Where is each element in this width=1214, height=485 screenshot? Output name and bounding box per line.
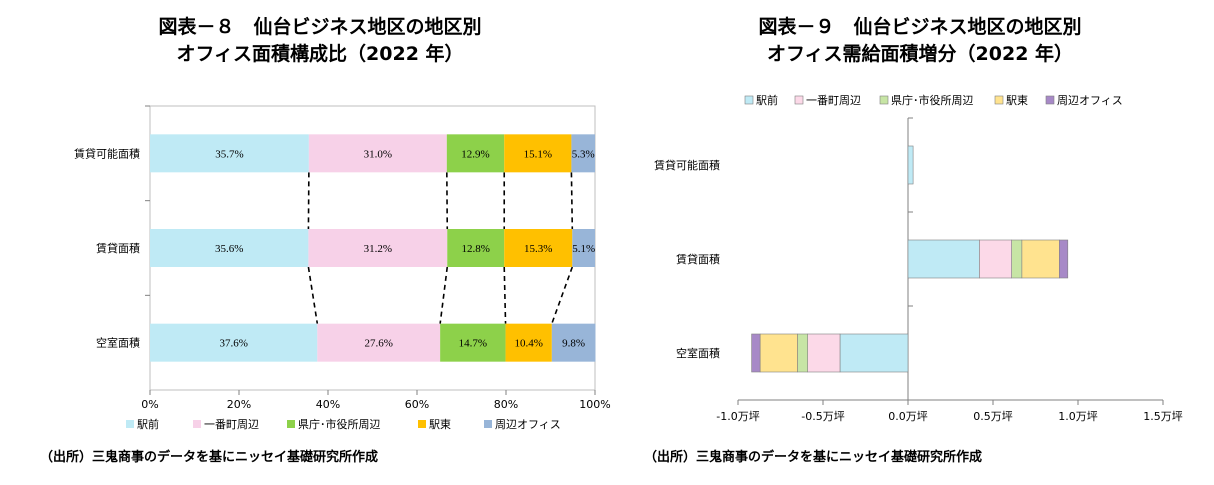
bar-segment — [308, 229, 448, 267]
bar-segment — [797, 333, 808, 373]
data-label: 5.3% — [572, 148, 595, 160]
y-category-label: 賃貸可能面積 — [654, 158, 720, 172]
legend-swatch — [879, 95, 889, 105]
x-tick-label: 40% — [316, 398, 340, 411]
chart2-title-line1: 図表－９ 仙台ビジネス地区の地区別 — [758, 16, 1082, 38]
chart2-source-note: （出所）三鬼商事のデータを基にニッセイ基礎研究所作成 — [644, 450, 983, 465]
chart2-title: 図表－９ 仙台ビジネス地区の地区別 オフィス需給面積増分（2022 年） — [660, 14, 1180, 68]
legend-swatch — [287, 420, 295, 428]
bar-segment — [1011, 239, 1023, 279]
data-label: 12.8% — [462, 243, 490, 255]
legend-label: 周辺オフィス — [1057, 94, 1123, 107]
legend-swatch — [193, 420, 201, 428]
x-tick-label: -0.5万坪 — [801, 410, 844, 423]
bar-segment — [571, 134, 595, 173]
connector-line — [503, 266, 507, 324]
bar-segment — [759, 333, 798, 373]
data-label: 5.1% — [572, 243, 595, 255]
x-tick-label: 1.5万坪 — [1143, 410, 1183, 423]
data-label: 14.7% — [459, 338, 487, 350]
chart1-title-line2: オフィス面積構成比（2022 年） — [176, 43, 464, 65]
y-category-label: 賃貸面積 — [676, 252, 720, 266]
data-label: 15.1% — [524, 148, 552, 160]
chart1-title-line1: 図表－８ 仙台ビジネス地区の地区別 — [158, 16, 482, 38]
legend-label: 周辺オフィス — [495, 418, 561, 431]
bar-segment — [150, 134, 309, 173]
bar-segment — [150, 323, 318, 362]
data-label: 35.6% — [215, 243, 243, 255]
bar-segment — [308, 134, 447, 173]
bar-segment — [504, 134, 572, 173]
chart1-title: 図表－８ 仙台ビジネス地区の地区別 オフィス面積構成比（2022 年） — [60, 14, 580, 68]
legend-swatch — [744, 95, 754, 105]
chart2-title-line2: オフィス需給面積増分（2022 年） — [766, 43, 1074, 65]
legend-swatch — [418, 420, 426, 428]
y-category-label: 賃貸面積 — [96, 241, 140, 255]
bar-segment — [317, 323, 441, 362]
bar-segment — [504, 229, 573, 267]
bar-segment — [440, 323, 506, 362]
data-label: 15.3% — [524, 243, 552, 255]
connector-line — [551, 266, 574, 324]
legend-swatch — [794, 95, 804, 105]
x-tick-label: 0.5万坪 — [973, 410, 1013, 423]
x-tick-label: 0.0万坪 — [888, 410, 928, 423]
legend-label: 一番町周辺 — [806, 94, 861, 107]
bar-segment — [907, 145, 914, 185]
legend-swatch — [126, 420, 134, 428]
y-category-label: 空室面積 — [676, 346, 720, 360]
bar-segment — [447, 229, 505, 267]
y-category-label: 賃貸可能面積 — [74, 146, 140, 160]
data-label: 10.4% — [514, 338, 542, 350]
bar-segment — [572, 229, 595, 267]
data-label: 35.7% — [215, 148, 243, 160]
bar-segment — [839, 333, 909, 373]
x-tick-label: 100% — [579, 398, 610, 411]
x-tick-label: -1.0万坪 — [716, 410, 759, 423]
connector-line — [307, 266, 319, 324]
legend-label: 駅前 — [137, 417, 159, 431]
x-tick-label: 1.0万坪 — [1058, 410, 1098, 423]
legend-label: 県庁･市役所周辺 — [891, 93, 974, 107]
data-label: 31.0% — [364, 148, 392, 160]
x-tick-label: 60% — [405, 398, 429, 411]
bar-segment — [505, 323, 552, 362]
data-label: 27.6% — [365, 338, 393, 350]
legend-label: 県庁･市役所周辺 — [298, 417, 381, 431]
data-label: 31.2% — [364, 243, 392, 255]
data-label: 12.9% — [461, 148, 489, 160]
bar-segment — [446, 134, 505, 173]
legend-label: 駅東 — [1006, 94, 1028, 107]
legend-label: 駅前 — [756, 93, 778, 107]
y-category-label: 空室面積 — [96, 336, 140, 350]
bar-segment — [807, 333, 841, 373]
bar-segment — [1021, 239, 1060, 279]
legend-label: 一番町周辺 — [204, 418, 259, 431]
legend-swatch — [994, 95, 1004, 105]
data-label: 37.6% — [219, 338, 247, 350]
chart1-composition-bar-chart: 賃貸可能面積 35.7% 31.0% 12.9% 15.1% 5.3% 賃貸面積 35.6% 3… — [74, 105, 611, 431]
x-tick-label: 20% — [227, 398, 251, 411]
connector-line — [439, 266, 449, 324]
legend-swatch — [484, 420, 492, 428]
bar-segment — [907, 239, 980, 279]
bar-segment — [551, 323, 596, 362]
bar-segment — [150, 229, 309, 267]
bar-segment — [1059, 239, 1069, 279]
connector-line — [570, 172, 574, 230]
legend-swatch — [1045, 95, 1055, 105]
bar-segment — [979, 239, 1013, 279]
legend-label: 駅東 — [429, 418, 451, 431]
data-label: 9.8% — [562, 338, 585, 350]
bar-segment — [751, 333, 761, 373]
x-tick-label: 80% — [494, 398, 518, 411]
x-tick-label: 0% — [141, 398, 158, 411]
chart1-source-note: （出所）三鬼商事のデータを基にニッセイ基礎研究所作成 — [40, 450, 379, 465]
